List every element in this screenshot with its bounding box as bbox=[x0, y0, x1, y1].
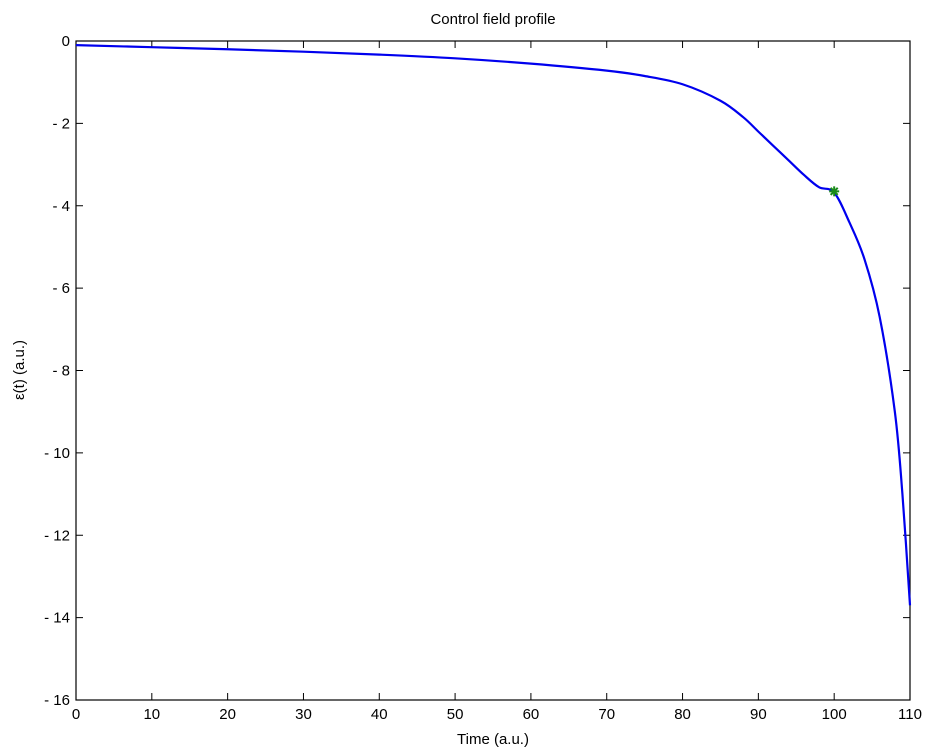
y-tick-label: - 4 bbox=[52, 198, 70, 215]
y-tick-label: - 10 bbox=[44, 445, 70, 462]
x-tick-label: 30 bbox=[295, 706, 312, 723]
y-tick-label: - 16 bbox=[44, 692, 70, 709]
x-tick-label: 90 bbox=[750, 706, 767, 723]
y-tick-label: - 8 bbox=[52, 363, 70, 380]
x-tick-label: 50 bbox=[447, 706, 464, 723]
y-axis: 0 - 2 - 4 - 6 - 8 - 10 - 12 - 14 - 16 bbox=[44, 33, 910, 709]
plot-area bbox=[75, 40, 911, 701]
x-tick-label: 40 bbox=[371, 706, 388, 723]
x-tick-label: 60 bbox=[523, 706, 540, 723]
x-tick-label: 70 bbox=[598, 706, 615, 723]
y-tick-label: - 2 bbox=[52, 115, 70, 132]
marker-layer bbox=[829, 186, 840, 197]
y-tick-label: - 14 bbox=[44, 610, 70, 627]
y-tick-label: 0 bbox=[62, 33, 70, 50]
x-tick-label: 0 bbox=[72, 706, 80, 723]
data-marker bbox=[829, 186, 840, 197]
y-tick-label: - 12 bbox=[44, 527, 70, 544]
y-tick-label: - 6 bbox=[52, 280, 70, 297]
x-tick-label: 20 bbox=[219, 706, 236, 723]
control-field-curve bbox=[75, 44, 912, 606]
x-axis-label: Time (a.u.) bbox=[457, 731, 529, 748]
y-axis-label: ε(t) (a.u.) bbox=[11, 340, 28, 400]
chart-title: Control field profile bbox=[430, 11, 555, 28]
x-tick-label: 100 bbox=[822, 706, 847, 723]
x-axis: 0 10 20 30 40 50 60 70 80 90 100 110 bbox=[72, 41, 922, 723]
x-tick-label: 80 bbox=[674, 706, 691, 723]
x-tick-label: 110 bbox=[898, 706, 922, 723]
x-tick-label: 10 bbox=[143, 706, 160, 723]
